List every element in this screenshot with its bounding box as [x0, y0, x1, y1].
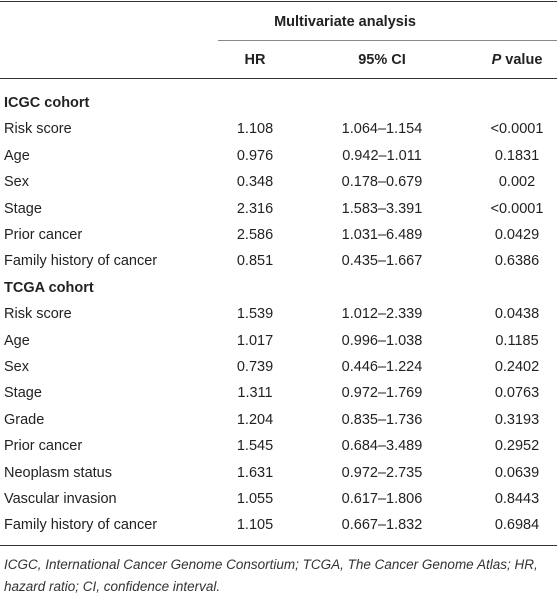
cell: 1.064–1.154	[341, 121, 423, 138]
top-rule	[0, 1, 557, 2]
span-header: Multivariate analysis	[274, 14, 416, 30]
cell: 1.631	[236, 464, 274, 481]
column-header: 95% CI	[358, 52, 406, 68]
cell: 0.835–1.736	[341, 411, 423, 428]
cell: 0.348	[236, 174, 274, 191]
cell: 0.178–0.679	[341, 174, 423, 191]
cell: 0.942–1.011	[342, 147, 422, 164]
row-label: Neoplasm status	[4, 464, 112, 481]
cell: <0.0001	[490, 121, 544, 138]
cell: 1.583–3.391	[341, 200, 423, 217]
group-title: ICGC cohort	[4, 95, 90, 111]
row-label: Stage	[4, 200, 42, 217]
row-label: Prior cancer	[4, 438, 83, 455]
row-label: Sex	[4, 359, 29, 375]
cell: 0.667–1.832	[341, 517, 423, 534]
cell: 1.012–2.339	[341, 306, 423, 323]
row-label: Stage	[4, 385, 42, 402]
cell: 0.0639	[494, 464, 540, 481]
cell: 0.1185	[495, 332, 539, 349]
cell: 0.617–1.806	[341, 491, 423, 507]
cell: 0.684–3.489	[341, 438, 423, 455]
cell: 1.108	[236, 121, 274, 138]
cell: 0.739	[236, 359, 274, 375]
bottom-rule	[0, 545, 557, 546]
cell: 0.446–1.224	[341, 359, 423, 375]
column-header-rest: value	[505, 52, 543, 68]
cell: 0.6386	[494, 253, 540, 270]
cell: 0.972–2.735	[341, 464, 423, 481]
column-header-italic: P	[491, 52, 502, 68]
row-label: Risk score	[4, 121, 72, 138]
row-label: Age	[4, 147, 30, 164]
cell: 1.105	[236, 517, 274, 534]
row-label: Risk score	[4, 306, 72, 323]
cell: 0.8443	[494, 491, 540, 507]
cell: 0.976	[236, 147, 274, 164]
cell: 0.0438	[494, 306, 540, 323]
cell: 0.2402	[494, 359, 540, 375]
cell: 0.0429	[494, 227, 540, 243]
row-label: Family history of cancer	[4, 517, 158, 534]
cell: 2.586	[236, 227, 274, 243]
column-header: HR	[244, 52, 266, 68]
cell: 0.851	[236, 253, 274, 270]
cell: 1.311	[237, 385, 273, 402]
cell: 0.002	[498, 174, 536, 191]
row-label: Family history of cancer	[4, 253, 158, 270]
column-header: P value	[492, 50, 543, 70]
cell: 0.3193	[494, 411, 540, 428]
cell: 1.204	[236, 411, 274, 428]
header-rule	[0, 78, 557, 79]
cell: 0.1831	[494, 147, 540, 164]
span-rule	[218, 40, 557, 41]
cell: 0.2952	[494, 438, 540, 455]
cell: 0.435–1.667	[341, 253, 423, 270]
row-label: Sex	[4, 174, 29, 191]
cell: 0.6984	[494, 517, 540, 534]
cell: 1.545	[236, 438, 274, 455]
row-label: Grade	[4, 411, 45, 428]
cell: <0.0001	[490, 200, 544, 217]
row-label: Age	[4, 332, 30, 349]
cell: 1.055	[236, 491, 274, 507]
cell: 0.996–1.038	[341, 332, 423, 349]
cell: 1.031–6.489	[341, 227, 423, 243]
cell: 1.017	[236, 332, 274, 349]
row-label: Prior cancer	[4, 227, 83, 243]
cell: 1.539	[236, 306, 274, 323]
row-label: Vascular invasion	[4, 491, 117, 507]
cell: 2.316	[236, 200, 274, 217]
cell: 0.0763	[494, 385, 540, 402]
footnote: ICGC, International Cancer Genome Consor…	[4, 557, 538, 594]
group-title: TCGA cohort	[4, 279, 94, 296]
cell: 0.972–1.769	[341, 385, 423, 402]
